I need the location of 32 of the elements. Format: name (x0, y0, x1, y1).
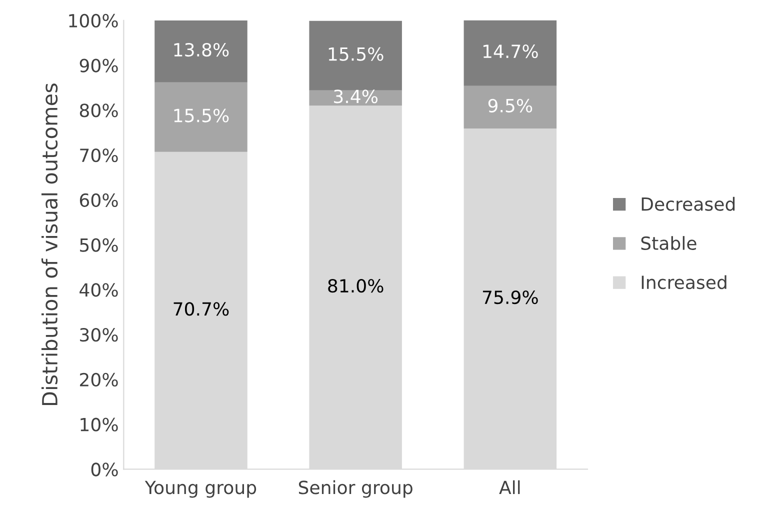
x-tick-label: Senior group (298, 480, 412, 498)
bar (309, 20, 402, 90)
bar (464, 20, 557, 86)
bar (464, 86, 557, 129)
y-tick-label: 80% (80, 104, 118, 118)
y-axis-title: Distribution of visual outcomes (41, 84, 58, 406)
y-tick-label: 100% (69, 14, 118, 28)
bar (154, 82, 248, 152)
legend-label: Increased (642, 275, 726, 290)
y-tick-label: 60% (80, 193, 118, 208)
x-tick-label: All (499, 480, 520, 494)
y-tick-label: 40% (80, 283, 118, 297)
x-tick-label: Young group (144, 480, 256, 498)
bar (154, 20, 248, 82)
data-label: 9.5% (488, 98, 532, 112)
data-label: 14.7% (483, 44, 538, 58)
data-label: 15.5% (174, 108, 229, 122)
y-tick-label: 20% (80, 372, 118, 387)
legend-label: Stable (641, 236, 696, 250)
y-tick-label: 70% (80, 148, 118, 162)
data-label: 70.7% (174, 302, 229, 316)
y-tick-label: 50% (80, 238, 118, 252)
data-label: 15.5% (328, 47, 384, 61)
y-tick-label: 90% (80, 58, 118, 72)
y-tick-label: 30% (80, 328, 118, 342)
data-label: 3.4% (334, 90, 378, 104)
y-tick-label: 10% (80, 418, 118, 432)
legend-label: Decreased (642, 196, 735, 211)
y-tick-label: 0% (91, 462, 118, 476)
data-label: 13.8% (174, 42, 229, 57)
data-label: 75.9% (482, 290, 538, 304)
data-label: 81.0% (328, 279, 384, 293)
